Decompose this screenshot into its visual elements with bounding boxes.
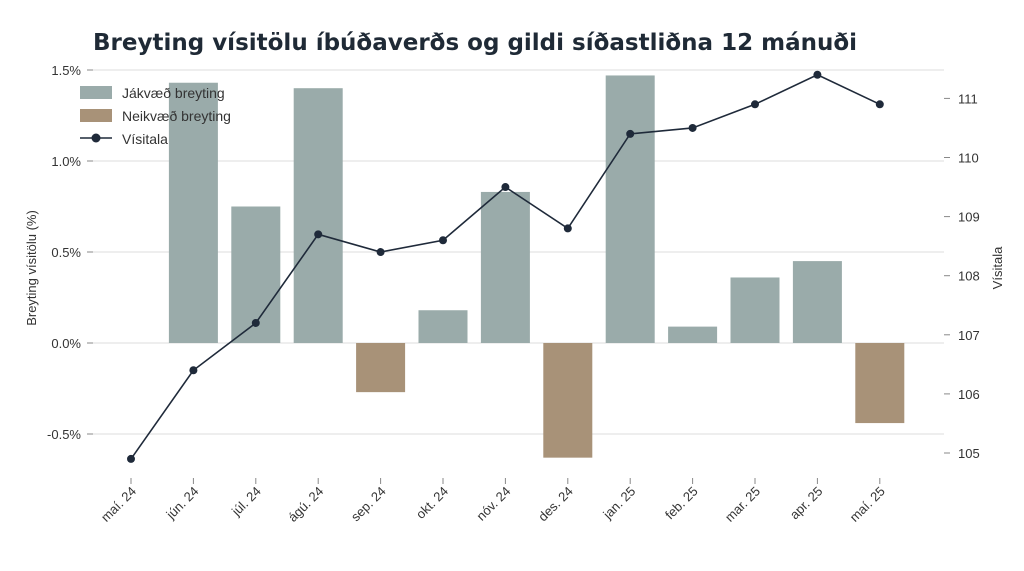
legend-swatch-negative <box>80 109 112 122</box>
index-point <box>376 248 385 257</box>
index-point <box>751 100 759 109</box>
index-point <box>251 318 260 327</box>
bar-positive <box>605 75 655 344</box>
y-axis-left-label: Breyting vísitölu (%) <box>24 210 39 326</box>
index-line <box>127 70 884 463</box>
index-point <box>813 70 822 79</box>
bar-positive <box>792 261 842 343</box>
x-tick-label: feb. 25 <box>662 484 701 523</box>
bar-positive <box>293 88 343 343</box>
bar-positive <box>418 310 468 343</box>
y-right-tick-label: 108 <box>958 269 980 284</box>
x-tick-label: jún. 24 <box>163 484 202 523</box>
y-right-tick-label: 105 <box>958 446 980 461</box>
x-tick-label: okt. 24 <box>413 484 451 522</box>
x-tick-label: maí. 25 <box>847 484 888 525</box>
bar-positive <box>168 82 218 344</box>
legend-swatch-positive <box>80 86 112 99</box>
legend-label-line: Vísitala <box>122 131 168 147</box>
index-point <box>127 454 135 463</box>
index-point <box>439 236 447 245</box>
index-point <box>501 183 510 192</box>
index-point <box>314 230 323 239</box>
index-point <box>563 224 572 233</box>
bars <box>168 75 905 458</box>
bar-positive <box>668 326 718 343</box>
index-point <box>875 100 884 109</box>
y-left-tick-label: 0.5% <box>51 245 81 260</box>
bar-positive <box>480 191 530 343</box>
bar-negative <box>356 343 406 393</box>
x-tick-label: ágú. 24 <box>285 484 326 525</box>
y-right-tick-label: 110 <box>958 151 979 166</box>
legend: Jákvæð breyting Neikvæð breyting Vísital… <box>80 85 231 147</box>
bar-positive <box>730 277 780 343</box>
x-tick-label: jan. 25 <box>599 484 638 523</box>
y-left-tick-label: 1.0% <box>51 154 81 169</box>
index-point <box>626 129 635 138</box>
y-right-tick-label: 109 <box>958 210 980 225</box>
bar-negative <box>855 343 905 424</box>
y-right-tick-label: 106 <box>958 387 980 402</box>
y-left-tick-label: 1.5% <box>51 63 81 78</box>
index-point <box>688 123 697 132</box>
y-right-tick-label: 107 <box>958 328 980 343</box>
y-left-tick-label: -0.5% <box>47 427 81 442</box>
chart-title: Breyting vísitölu íbúðaverðs og gildi sí… <box>93 30 857 56</box>
legend-label-negative: Neikvæð breyting <box>122 108 231 124</box>
y-axis-right-label: Vísitala <box>990 246 1005 289</box>
x-tick-label: maí. 24 <box>98 484 139 525</box>
x-tick-label: nóv. 24 <box>473 484 513 524</box>
y-right-tick-label: 111 <box>958 91 978 106</box>
x-tick-label: apr. 25 <box>787 484 826 523</box>
x-tick-label: des. 24 <box>535 484 576 525</box>
x-tick-label: júl. 24 <box>228 484 264 520</box>
x-tick-label: sep. 24 <box>348 484 389 525</box>
legend-swatch-marker <box>91 133 101 143</box>
legend-label-positive: Jákvæð breyting <box>122 85 225 101</box>
index-point <box>189 366 198 375</box>
bar-negative <box>543 343 593 458</box>
y-left-tick-label: 0.0% <box>51 336 81 351</box>
x-tick-label: mar. 25 <box>722 484 763 525</box>
